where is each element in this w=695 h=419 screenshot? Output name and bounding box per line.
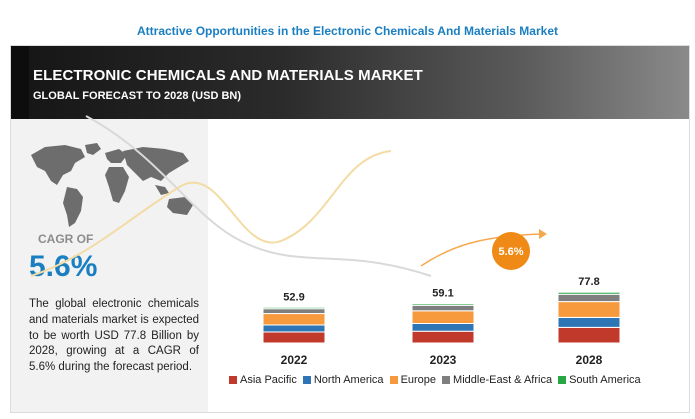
bar-segment-2022-3 [262, 308, 326, 315]
total-label-2028: 77.8 [578, 276, 599, 288]
market-description: The global electronic chemicals and mate… [29, 298, 199, 374]
bar-segment-2022-1 [262, 324, 326, 333]
legend-label: Europe [400, 374, 437, 386]
banner-title: ELECTRONIC CHEMICALS AND MATERIALS MARKE… [33, 67, 423, 84]
x-tick-2028: 2028 [576, 353, 603, 367]
decorative-curve-gold [30, 150, 392, 277]
bar-segment-2022-4 [262, 306, 326, 310]
legend-label: North America [313, 374, 384, 386]
total-label-2023: 59.1 [432, 288, 453, 300]
stacked-bar-chart: 52.9 2022 59.1 2023 77.8 2028 5.6% [30, 115, 621, 367]
infographic-card: ELECTRONIC CHEMICALS AND MATERIALS MARKE… [10, 45, 690, 413]
chart-legend: Asia Pacific North America Europe Middle-Ea… [229, 374, 641, 386]
legend-item-3: Middle-East & Africa [442, 374, 552, 386]
legend-swatch [229, 376, 237, 384]
bar-segment-2023-0 [411, 330, 475, 344]
bar-segment-2023-4 [411, 303, 475, 306]
x-tick-2022: 2022 [281, 353, 308, 367]
legend-swatch [442, 376, 451, 384]
bar-segment-2022-2 [262, 313, 326, 326]
bar-segment-2028-1 [557, 316, 621, 328]
legend-item-4: South America [558, 374, 641, 386]
bar-segment-2028-0 [557, 326, 621, 344]
bar-segment-2028-2 [557, 301, 621, 318]
banner-accent-tab [11, 46, 29, 119]
legend-swatch [558, 376, 567, 384]
total-label-2022: 52.9 [283, 291, 304, 303]
legend-label: Asia Pacific [240, 374, 297, 386]
legend-item-1: North America [302, 374, 384, 386]
growth-arrow-head [539, 229, 547, 239]
legend-item-2: Europe [389, 374, 437, 386]
cagr-bubble-text: 5.6% [498, 246, 523, 258]
growth-arrow-line [420, 233, 542, 267]
cagr-bubble: 5.6% [492, 232, 530, 270]
bar-segment-2023-2 [411, 310, 475, 324]
world-map-icon [31, 143, 193, 227]
bar-segment-2023-3 [411, 304, 475, 312]
legend-label: South America [569, 374, 641, 386]
bar-segment-2028-4 [557, 291, 621, 295]
cagr-label: CAGR OF [38, 232, 94, 246]
page-title: Attractive Opportunities in the Electron… [137, 24, 558, 38]
bar-segment-2028-3 [557, 293, 621, 303]
cagr-value: 5.6% [29, 250, 98, 283]
bar-segment-2022-0 [262, 331, 326, 344]
x-tick-2023: 2023 [430, 353, 457, 367]
legend-swatch [302, 376, 311, 384]
legend-label: Middle-East & Africa [453, 374, 553, 386]
title-banner: ELECTRONIC CHEMICALS AND MATERIALS MARKE… [11, 46, 689, 119]
decorative-curve-gray [85, 115, 432, 277]
banner-subtitle: GLOBAL FORECAST TO 2028 (USD BN) [33, 90, 242, 102]
legend-item-0: Asia Pacific [229, 374, 297, 386]
bar-segment-2023-1 [411, 322, 475, 332]
legend-swatch [389, 376, 398, 384]
